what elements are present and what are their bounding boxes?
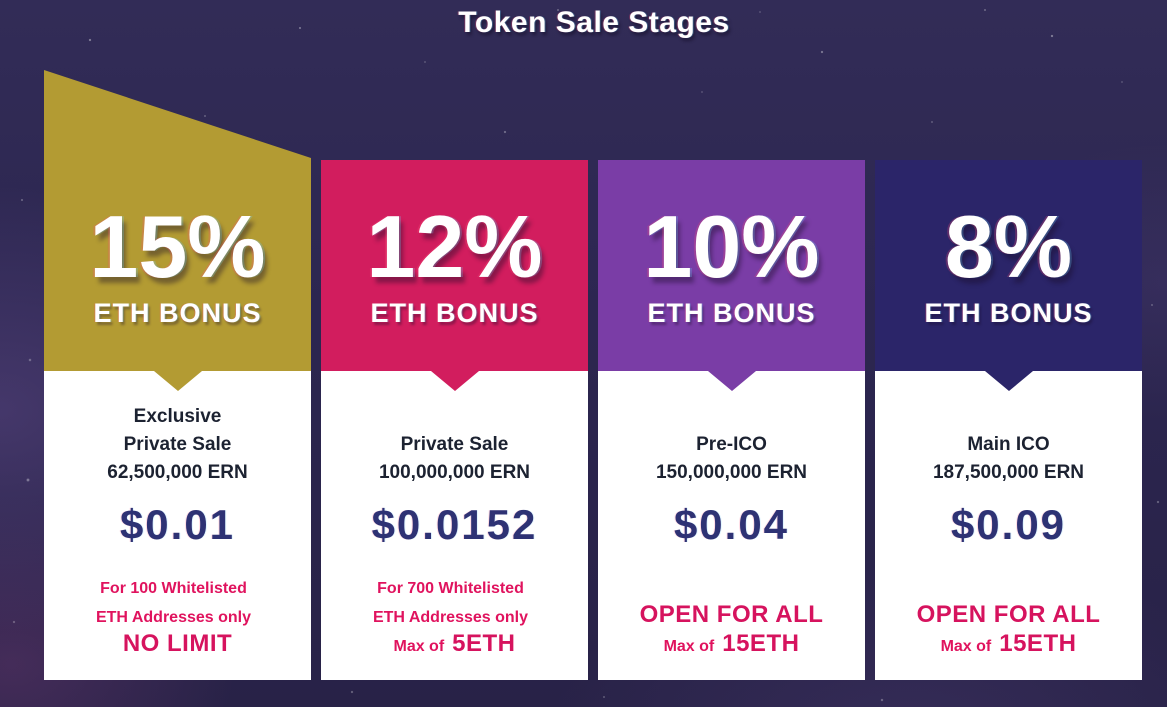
condition-text: ETH Addresses only [95, 609, 251, 626]
stage-header: 12% ETH BONUS [321, 160, 588, 371]
condition-row: OPEN FOR ALL [598, 600, 865, 629]
stage-name: Private Sale 100,000,000 ERN [321, 403, 588, 487]
stage-conditions: For 700 Whitelisted ETH Addresses only M… [321, 571, 588, 658]
stage-header: 8% ETH BONUS [875, 160, 1142, 371]
stage-name: Exclusive Private Sale 62,500,000 ERN [44, 403, 311, 487]
stage-name-line: Main ICO [967, 434, 1050, 455]
stage-name-line: Private Sale [123, 434, 232, 455]
stage-name-line: Pre-ICO [696, 434, 767, 455]
stage-conditions: OPEN FOR ALL Max of 15ETH [598, 571, 865, 658]
condition-highlight: OPEN FOR ALL [916, 601, 1101, 628]
condition-row: For 700 Whitelisted [321, 571, 588, 600]
stage-name-line: Exclusive [133, 406, 222, 427]
condition-highlight: 15ETH [722, 630, 800, 657]
token-price: $0.04 [673, 501, 790, 548]
condition-row: Max of 15ETH [598, 629, 865, 658]
stage-card-private-sale: 12% ETH BONUS Private Sale 100,000,000 E… [321, 160, 588, 680]
token-price: $0.0152 [371, 501, 538, 548]
token-sale-stages: 15% ETH BONUS Exclusive Private Sale 62,… [44, 70, 1144, 680]
bonus-label: ETH BONUS [924, 298, 1093, 328]
stage-details: Pre-ICO 150,000,000 ERN $0.04 OPEN FOR A… [598, 371, 865, 680]
stage-card-pre-ico: 10% ETH BONUS Pre-ICO 150,000,000 ERN $0… [598, 160, 865, 680]
bonus-label: ETH BONUS [93, 298, 262, 328]
condition-text: For 100 Whitelisted [100, 580, 247, 597]
condition-highlight: NO LIMIT [122, 630, 233, 657]
condition-row: For 100 Whitelisted [44, 571, 311, 600]
bonus-percent: 12% [366, 197, 543, 297]
stage-card-main-ico: 8% ETH BONUS Main ICO 187,500,000 ERN $0… [875, 160, 1142, 680]
stage-details: Main ICO 187,500,000 ERN $0.09 OPEN FOR … [875, 371, 1142, 680]
stage-name: Pre-ICO 150,000,000 ERN [598, 403, 865, 487]
stage-header-content: 10% ETH BONUS [598, 197, 865, 329]
stage-token-amount: 150,000,000 ERN [655, 462, 808, 483]
stage-details: Exclusive Private Sale 62,500,000 ERN $0… [44, 371, 311, 680]
stage-header-content: 15% ETH BONUS [44, 197, 311, 329]
condition-text: Max of [940, 638, 992, 655]
condition-row: NO LIMIT [44, 629, 311, 658]
stage-token-amount: 100,000,000 ERN [378, 462, 531, 483]
header-pointer-icon [707, 371, 756, 391]
stage-details: Private Sale 100,000,000 ERN $0.0152 For… [321, 371, 588, 680]
condition-text: For 700 Whitelisted [377, 580, 524, 597]
header-pointer-icon [153, 371, 202, 391]
page-title: Token Sale Stages [458, 6, 730, 39]
stage-header-content: 8% ETH BONUS [875, 197, 1142, 329]
stage-card-exclusive-private-sale: 15% ETH BONUS Exclusive Private Sale 62,… [44, 70, 311, 680]
stage-token-amount: 62,500,000 ERN [107, 462, 248, 483]
stage-name: Main ICO 187,500,000 ERN [875, 403, 1142, 487]
condition-row: ETH Addresses only [44, 600, 311, 629]
bonus-label: ETH BONUS [647, 298, 816, 328]
condition-row: ETH Addresses only [321, 600, 588, 629]
stage-conditions: For 100 Whitelisted ETH Addresses only N… [44, 571, 311, 658]
bonus-percent: 8% [944, 197, 1073, 297]
token-price: $0.09 [950, 501, 1067, 548]
condition-row: Max of 5ETH [321, 629, 588, 658]
bonus-percent: 15% [89, 197, 266, 297]
header-pointer-icon [984, 371, 1033, 391]
stage-name-line: Private Sale [400, 434, 509, 455]
condition-text: Max of [663, 638, 715, 655]
condition-highlight: OPEN FOR ALL [639, 601, 824, 628]
condition-row: OPEN FOR ALL [875, 600, 1142, 629]
bonus-label: ETH BONUS [370, 298, 539, 328]
condition-row [598, 571, 865, 600]
condition-row [875, 571, 1142, 600]
condition-highlight: 15ETH [999, 630, 1077, 657]
condition-text: ETH Addresses only [372, 609, 528, 626]
header-pointer-icon [430, 371, 479, 391]
condition-highlight: 5ETH [452, 630, 516, 657]
bonus-percent: 10% [643, 197, 820, 297]
stage-token-amount: 187,500,000 ERN [932, 462, 1085, 483]
stage-header-content: 12% ETH BONUS [321, 197, 588, 329]
condition-row: Max of 15ETH [875, 629, 1142, 658]
stage-header: 15% ETH BONUS [44, 70, 311, 371]
token-price: $0.01 [119, 501, 236, 548]
condition-text: Max of [393, 638, 445, 655]
stage-conditions: OPEN FOR ALL Max of 15ETH [875, 571, 1142, 658]
stage-header: 10% ETH BONUS [598, 160, 865, 371]
